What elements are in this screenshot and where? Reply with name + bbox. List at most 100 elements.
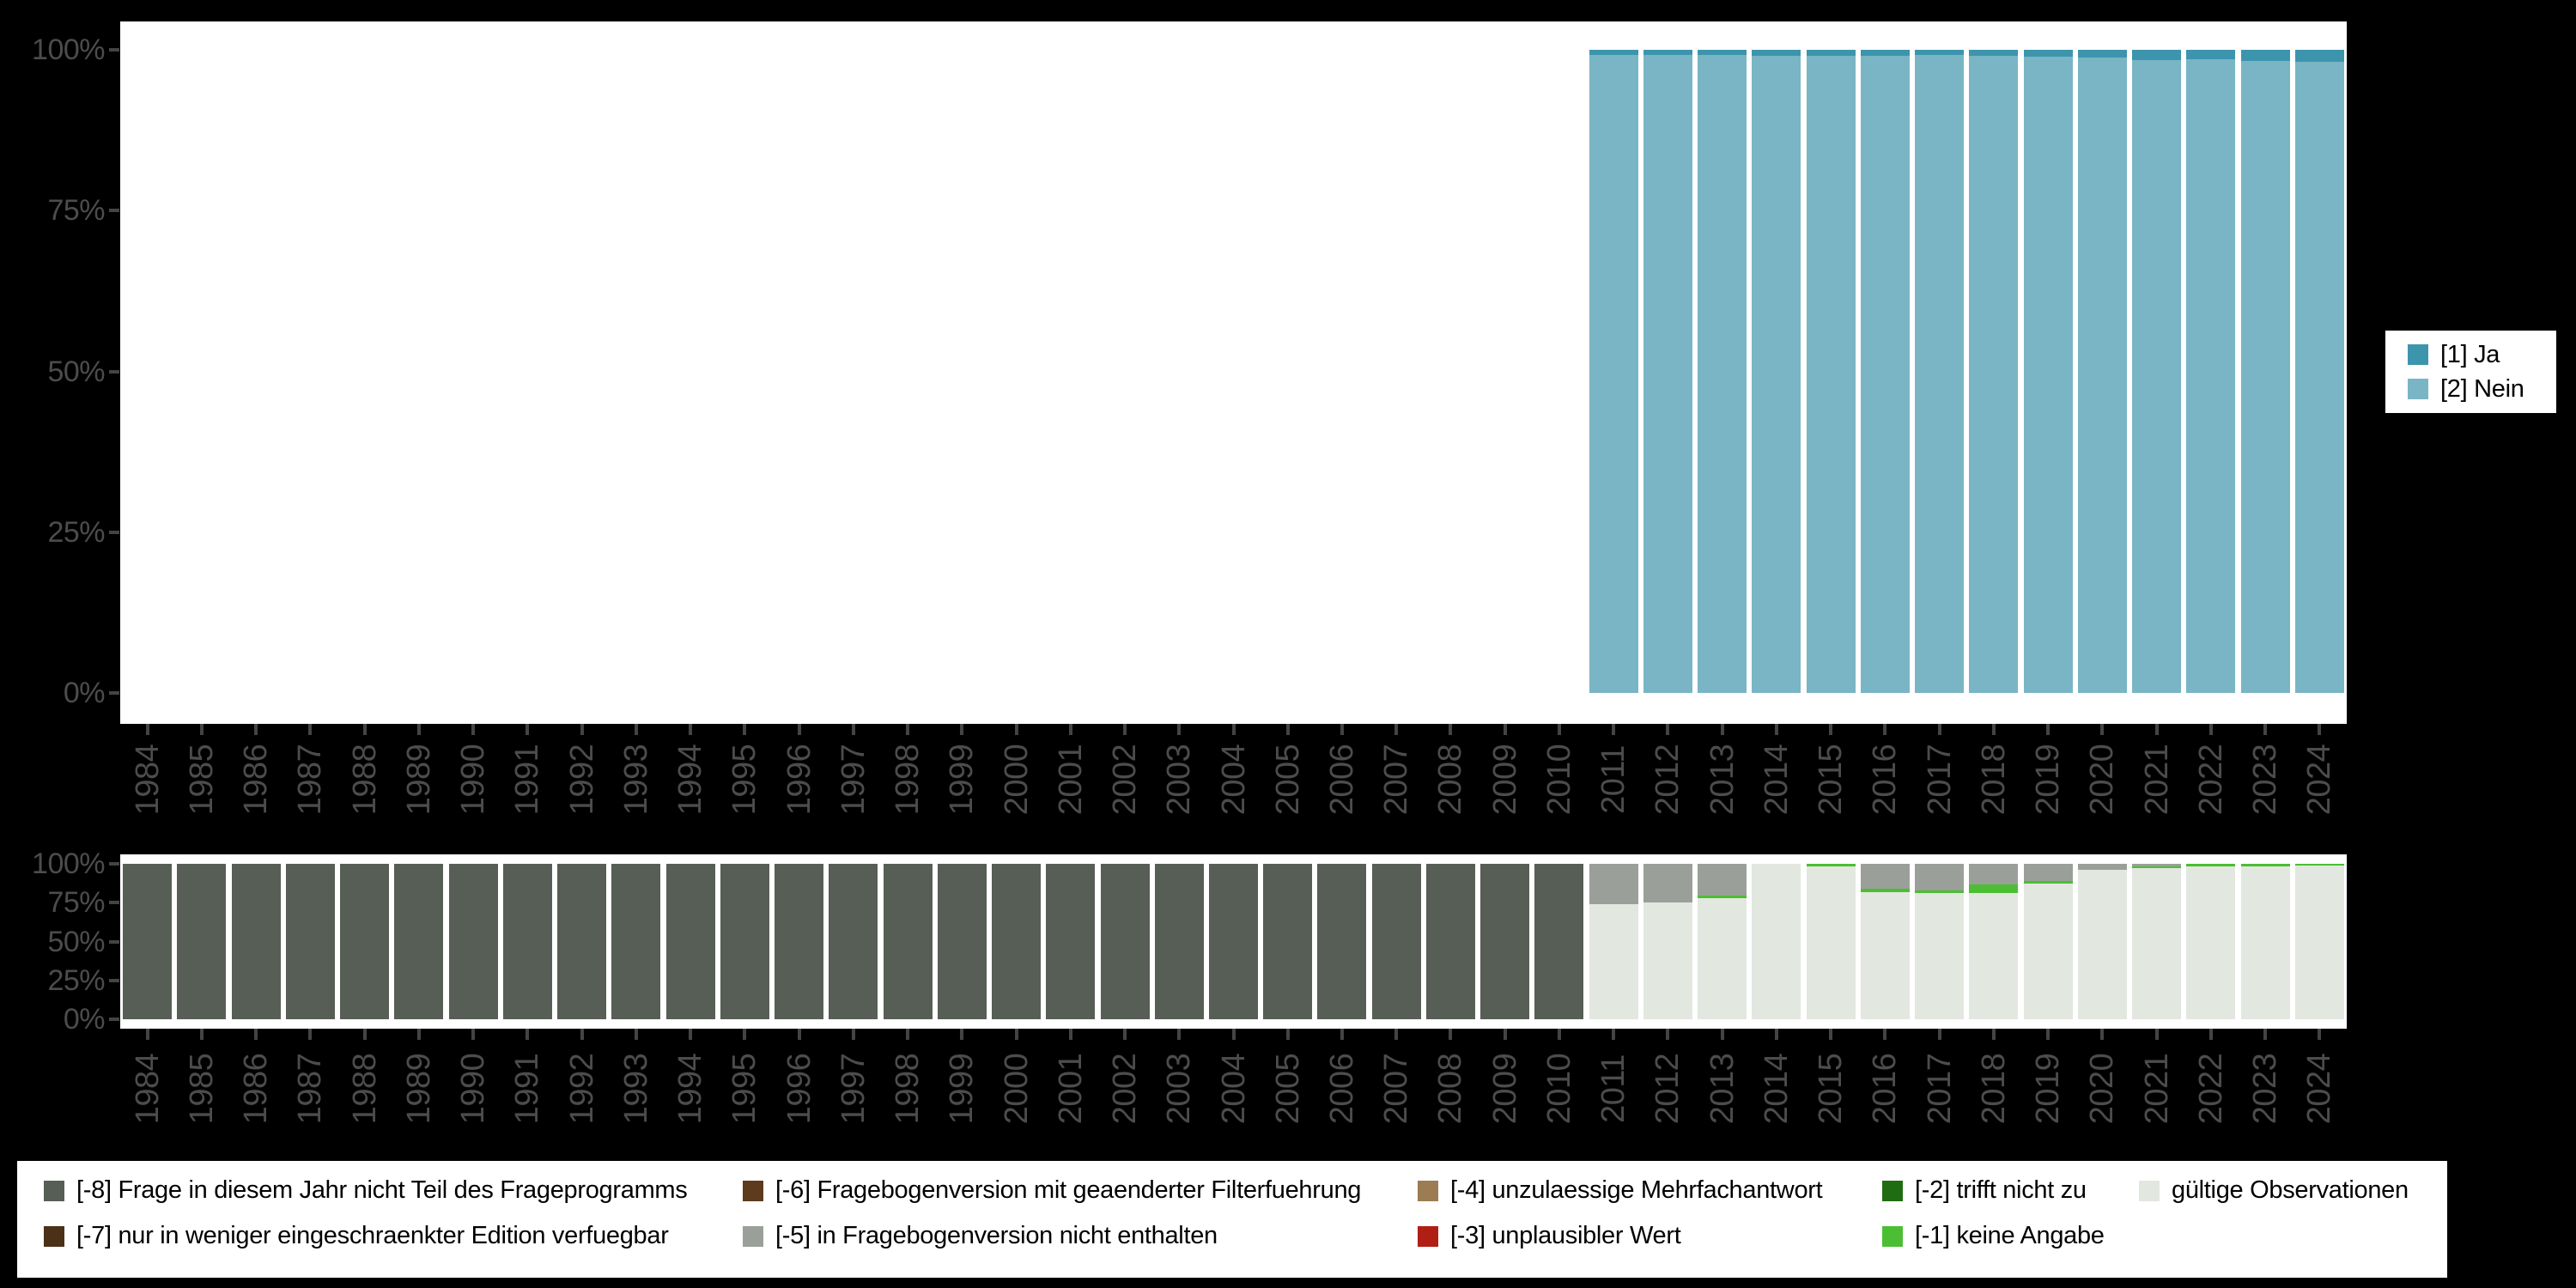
bar-segment-ja	[1860, 50, 1910, 56]
legend-item: [-7] nur in weniger eingeschraenkter Edi…	[44, 1222, 669, 1250]
legend-swatch-icon	[44, 1180, 64, 1201]
legend-item: [-3] unplausibler Wert	[1418, 1222, 1681, 1250]
x-tick-label: 2018	[1975, 1053, 2012, 1125]
x-tick	[199, 724, 204, 735]
x-tick-label: 2004	[1215, 1053, 1252, 1125]
y-tick-label: 100%	[32, 33, 105, 66]
x-tick	[1666, 1029, 1670, 1040]
x-tick	[2318, 724, 2322, 735]
legend-swatch-icon	[1882, 1225, 1903, 1247]
x-tick	[1991, 724, 1996, 735]
x-tick	[1231, 1029, 1236, 1040]
bar-segment--1	[1698, 896, 1747, 898]
x-tick-label: 1994	[672, 744, 709, 816]
legend-item-label: [-3] unplausibler Wert	[1450, 1222, 1681, 1249]
bar-segment--8	[1534, 864, 1584, 1019]
bar-segment--1	[2186, 864, 2236, 866]
x-tick	[254, 724, 258, 735]
x-tick-label: 2024	[2301, 1053, 2338, 1125]
x-tick	[1774, 724, 1778, 735]
bar-segment--8	[123, 864, 173, 1019]
x-tick-label: 1997	[835, 744, 872, 816]
bar-segment-nein	[1860, 55, 1910, 693]
bar-segment-ja	[1915, 50, 1965, 55]
x-tick	[2154, 724, 2159, 735]
bar-segment--5	[1643, 864, 1692, 903]
bar-segment-nein	[2023, 57, 2073, 693]
x-tick	[2100, 724, 2105, 735]
x-tick-label: 2023	[2247, 1053, 2284, 1125]
bar-segment--8	[1263, 864, 1313, 1019]
x-tick	[362, 1029, 367, 1040]
bar-segment-nein	[1752, 55, 1801, 693]
bar-segment-nein	[1643, 54, 1692, 693]
x-tick-label: 2020	[2084, 1053, 2121, 1125]
x-tick-label: 1988	[346, 744, 383, 816]
x-tick	[1123, 724, 1127, 735]
x-tick-label: 1989	[400, 744, 437, 816]
x-tick-label: 2012	[1649, 1053, 1686, 1125]
x-tick-label: 2005	[1269, 1053, 1306, 1125]
x-tick-label: 2007	[1378, 744, 1415, 816]
bar-segment--8	[1100, 864, 1150, 1019]
x-tick-label: 2020	[2084, 744, 2121, 816]
x-tick	[1285, 1029, 1290, 1040]
x-tick	[362, 724, 367, 735]
x-tick-label: 2003	[1161, 744, 1198, 816]
x-tick-label: 1988	[346, 1053, 383, 1125]
x-tick	[2046, 1029, 2050, 1040]
legend-swatch-icon	[1882, 1180, 1903, 1201]
bottom-chart-legend: [-8] Frage in diesem Jahr nicht Teil des…	[17, 1161, 2447, 1278]
bar-segment-ja	[1643, 50, 1692, 55]
x-tick	[1557, 724, 1561, 735]
x-tick-label: 1999	[944, 1053, 981, 1125]
y-tick	[109, 901, 119, 905]
x-tick	[1937, 1029, 1941, 1040]
x-tick	[526, 724, 530, 735]
bar-segment--8	[502, 864, 552, 1019]
legend-swatch-icon	[2139, 1180, 2160, 1201]
bar-segment--8	[1317, 864, 1367, 1019]
bar-segment-valid	[2077, 870, 2127, 1019]
bar-segment-valid	[1589, 904, 1638, 1019]
y-tick-label: 75%	[47, 194, 105, 228]
legend-item-label: [2] Nein	[2440, 374, 2524, 403]
x-tick	[1829, 724, 1833, 735]
x-tick-label: 1991	[509, 1053, 546, 1125]
legend-item-label: [-5] in Fragebogenversion nicht enthalte…	[775, 1222, 1218, 1249]
x-tick-label: 1986	[238, 744, 275, 816]
x-tick	[145, 1029, 149, 1040]
legend-swatch-icon	[2408, 379, 2428, 399]
bar-segment--5	[1698, 864, 1747, 896]
legend-item: [2] Nein	[2408, 375, 2556, 404]
x-tick-label: 2008	[1432, 744, 1469, 816]
x-tick-label: 1989	[400, 1053, 437, 1125]
x-tick-label: 1986	[238, 1053, 275, 1125]
bar-segment-valid	[1643, 902, 1692, 1019]
bar-segment-ja	[1806, 50, 1856, 56]
x-tick	[851, 1029, 855, 1040]
legend-swatch-icon	[743, 1225, 763, 1247]
bar-segment-nein	[2240, 60, 2290, 693]
bar-segment--5	[2132, 864, 2182, 866]
x-tick	[1068, 724, 1072, 735]
bar-segment-ja	[2077, 50, 2127, 58]
bar-segment-ja	[2240, 50, 2290, 61]
x-tick	[1177, 724, 1182, 735]
x-tick	[416, 1029, 421, 1040]
y-tick-label: 75%	[47, 886, 105, 920]
bar-segment-valid	[2294, 865, 2344, 1019]
bar-segment--8	[285, 864, 335, 1019]
bar-segment--8	[611, 864, 661, 1019]
x-tick-label: 2016	[1867, 1053, 1904, 1125]
bar-segment-ja	[2132, 50, 2182, 60]
x-tick	[1449, 724, 1453, 735]
x-tick-label: 2016	[1867, 744, 1904, 816]
legend-item-label: [-4] unzulaessige Mehrfachantwort	[1450, 1176, 1823, 1204]
x-tick	[526, 1029, 530, 1040]
bar-segment-valid	[1915, 893, 1965, 1019]
x-tick	[1937, 724, 1941, 735]
legend-swatch-icon	[1418, 1225, 1438, 1247]
x-tick	[851, 724, 855, 735]
x-tick-label: 2018	[1975, 744, 2012, 816]
